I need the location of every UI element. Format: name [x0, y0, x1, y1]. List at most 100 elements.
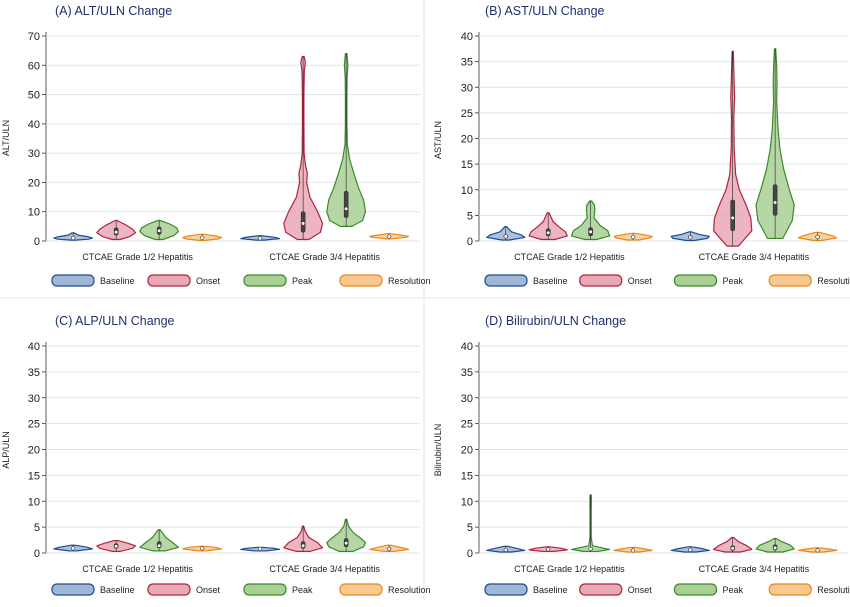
- violin-onset-group-1: [528, 212, 568, 241]
- legend-item-baseline: Baseline: [51, 274, 135, 287]
- y-tick-label-25: 25: [461, 108, 473, 120]
- legend-label: Onset: [196, 276, 221, 286]
- violin-median: [503, 234, 508, 239]
- legend-label: Peak: [292, 585, 313, 595]
- group-label-2: CTCAE Grade 3/4 Hepatitis: [699, 252, 810, 262]
- violin-median: [200, 235, 205, 240]
- y-tick-label-40: 40: [461, 31, 473, 43]
- legend-swatch: [147, 583, 191, 596]
- y-tick-label-30: 30: [461, 393, 473, 405]
- violin-peak-group-2: [755, 48, 795, 240]
- legend-label: Baseline: [533, 585, 568, 595]
- legend-swatch: [51, 583, 95, 596]
- legend-label: Baseline: [100, 276, 135, 286]
- y-tick-label-0: 0: [467, 548, 473, 560]
- y-tick-label-30: 30: [28, 148, 40, 160]
- y-tick-label-25: 25: [461, 419, 473, 431]
- chart-panel-4: (D) Bilirubin/ULN Change Bilirubin/ULN 0 5 1…: [433, 314, 850, 596]
- y-tick-label-5: 5: [34, 522, 40, 534]
- violin-median: [301, 221, 306, 226]
- y-tick-label-15: 15: [461, 159, 473, 171]
- violin-median: [588, 546, 593, 551]
- legend-swatch: [673, 274, 718, 287]
- legend-item-peak: Peak: [243, 583, 313, 596]
- violin-median: [258, 546, 263, 551]
- y-tick-label-50: 50: [28, 90, 40, 102]
- violin-median: [387, 546, 392, 551]
- violin-resolution-group-1: [182, 233, 223, 242]
- violin-median: [815, 234, 820, 239]
- violin-baseline-group-1: [53, 544, 94, 552]
- legend-label: Resolution: [817, 585, 850, 595]
- legend-swatch: [339, 583, 383, 596]
- legend-item-resolution: Resolution: [339, 583, 431, 596]
- violin-baseline-group-1: [486, 545, 526, 553]
- violin-peak-group-1: [570, 200, 611, 241]
- violin-median: [773, 545, 778, 550]
- group-label-2: CTCAE Grade 3/4 Hepatitis: [699, 564, 810, 574]
- y-tick-label-35: 35: [461, 367, 473, 379]
- y-tick-label-15: 15: [28, 470, 40, 482]
- legend-label: Peak: [292, 276, 313, 286]
- legend-item-onset: Onset: [147, 583, 221, 596]
- violin-baseline-group-2: [240, 235, 281, 241]
- legend-label: Peak: [723, 276, 744, 286]
- legend-swatch: [51, 274, 95, 287]
- violin-median: [730, 215, 735, 220]
- legend-item-baseline: Baseline: [484, 274, 568, 287]
- violin-median: [631, 234, 636, 239]
- y-tick-label-0: 0: [34, 236, 40, 248]
- violin-median: [71, 236, 76, 241]
- legend-label: Resolution: [388, 585, 431, 595]
- group-label-1: CTCAE Grade 1/2 Hepatitis: [82, 252, 193, 262]
- legend-label: Resolution: [817, 276, 850, 286]
- violin-median: [815, 548, 820, 553]
- chart-panel-3: (C) ALP/ULN Change ALP/ULN 0 5 10 15 20 25 30 35 4…: [1, 314, 431, 596]
- legend-item-baseline: Baseline: [484, 583, 568, 596]
- y-tick-label-30: 30: [461, 82, 473, 94]
- violin-median: [157, 543, 162, 548]
- y-tick-label-25: 25: [28, 419, 40, 431]
- legend-item-peak: Peak: [243, 274, 313, 287]
- violin-iqr-box: [343, 190, 349, 218]
- violin-median: [503, 547, 508, 552]
- y-tick-label-5: 5: [467, 522, 473, 534]
- chart-title: (D) Bilirubin/ULN Change: [485, 314, 626, 328]
- y-tick-label-10: 10: [28, 207, 40, 219]
- violin-median: [773, 200, 778, 205]
- violin-peak-group-2: [326, 52, 367, 227]
- violin-baseline-group-2: [240, 546, 281, 552]
- violin-onset-group-2: [283, 525, 324, 553]
- violin-peak-group-1: [139, 219, 180, 241]
- violin-median: [114, 230, 119, 235]
- legend-item-onset: Onset: [579, 583, 652, 596]
- legend-item-resolution: Resolution: [768, 583, 850, 596]
- y-tick-label-70: 70: [28, 31, 40, 43]
- y-tick-label-10: 10: [461, 496, 473, 508]
- legend-swatch: [768, 274, 812, 287]
- violin-resolution-group-1: [613, 546, 653, 553]
- legend-item-resolution: Resolution: [768, 274, 850, 287]
- legend-swatch: [768, 583, 812, 596]
- y-tick-label-30: 30: [28, 393, 40, 405]
- chart-title: (C) ALP/ULN Change: [55, 314, 175, 328]
- y-tick-label-40: 40: [461, 341, 473, 353]
- legend-item-resolution: Resolution: [339, 274, 431, 287]
- violin-median: [301, 543, 306, 548]
- legend-swatch: [579, 274, 623, 287]
- y-tick-label-20: 20: [28, 445, 40, 457]
- violin-onset-group-1: [528, 546, 568, 553]
- violin-onset-group-1: [96, 539, 137, 553]
- violin-resolution-group-2: [369, 544, 410, 553]
- y-tick-label-5: 5: [467, 210, 473, 222]
- violin-onset-group-1: [96, 219, 137, 241]
- y-tick-label-10: 10: [461, 185, 473, 197]
- y-axis-label: AST/ULN: [433, 121, 443, 159]
- group-label-2: CTCAE Grade 3/4 Hepatitis: [269, 564, 380, 574]
- violin-baseline-group-1: [486, 226, 526, 241]
- y-tick-label-20: 20: [461, 445, 473, 457]
- y-tick-label-35: 35: [28, 367, 40, 379]
- violin-median: [258, 236, 263, 241]
- y-axis-label: ALP/ULN: [1, 431, 11, 469]
